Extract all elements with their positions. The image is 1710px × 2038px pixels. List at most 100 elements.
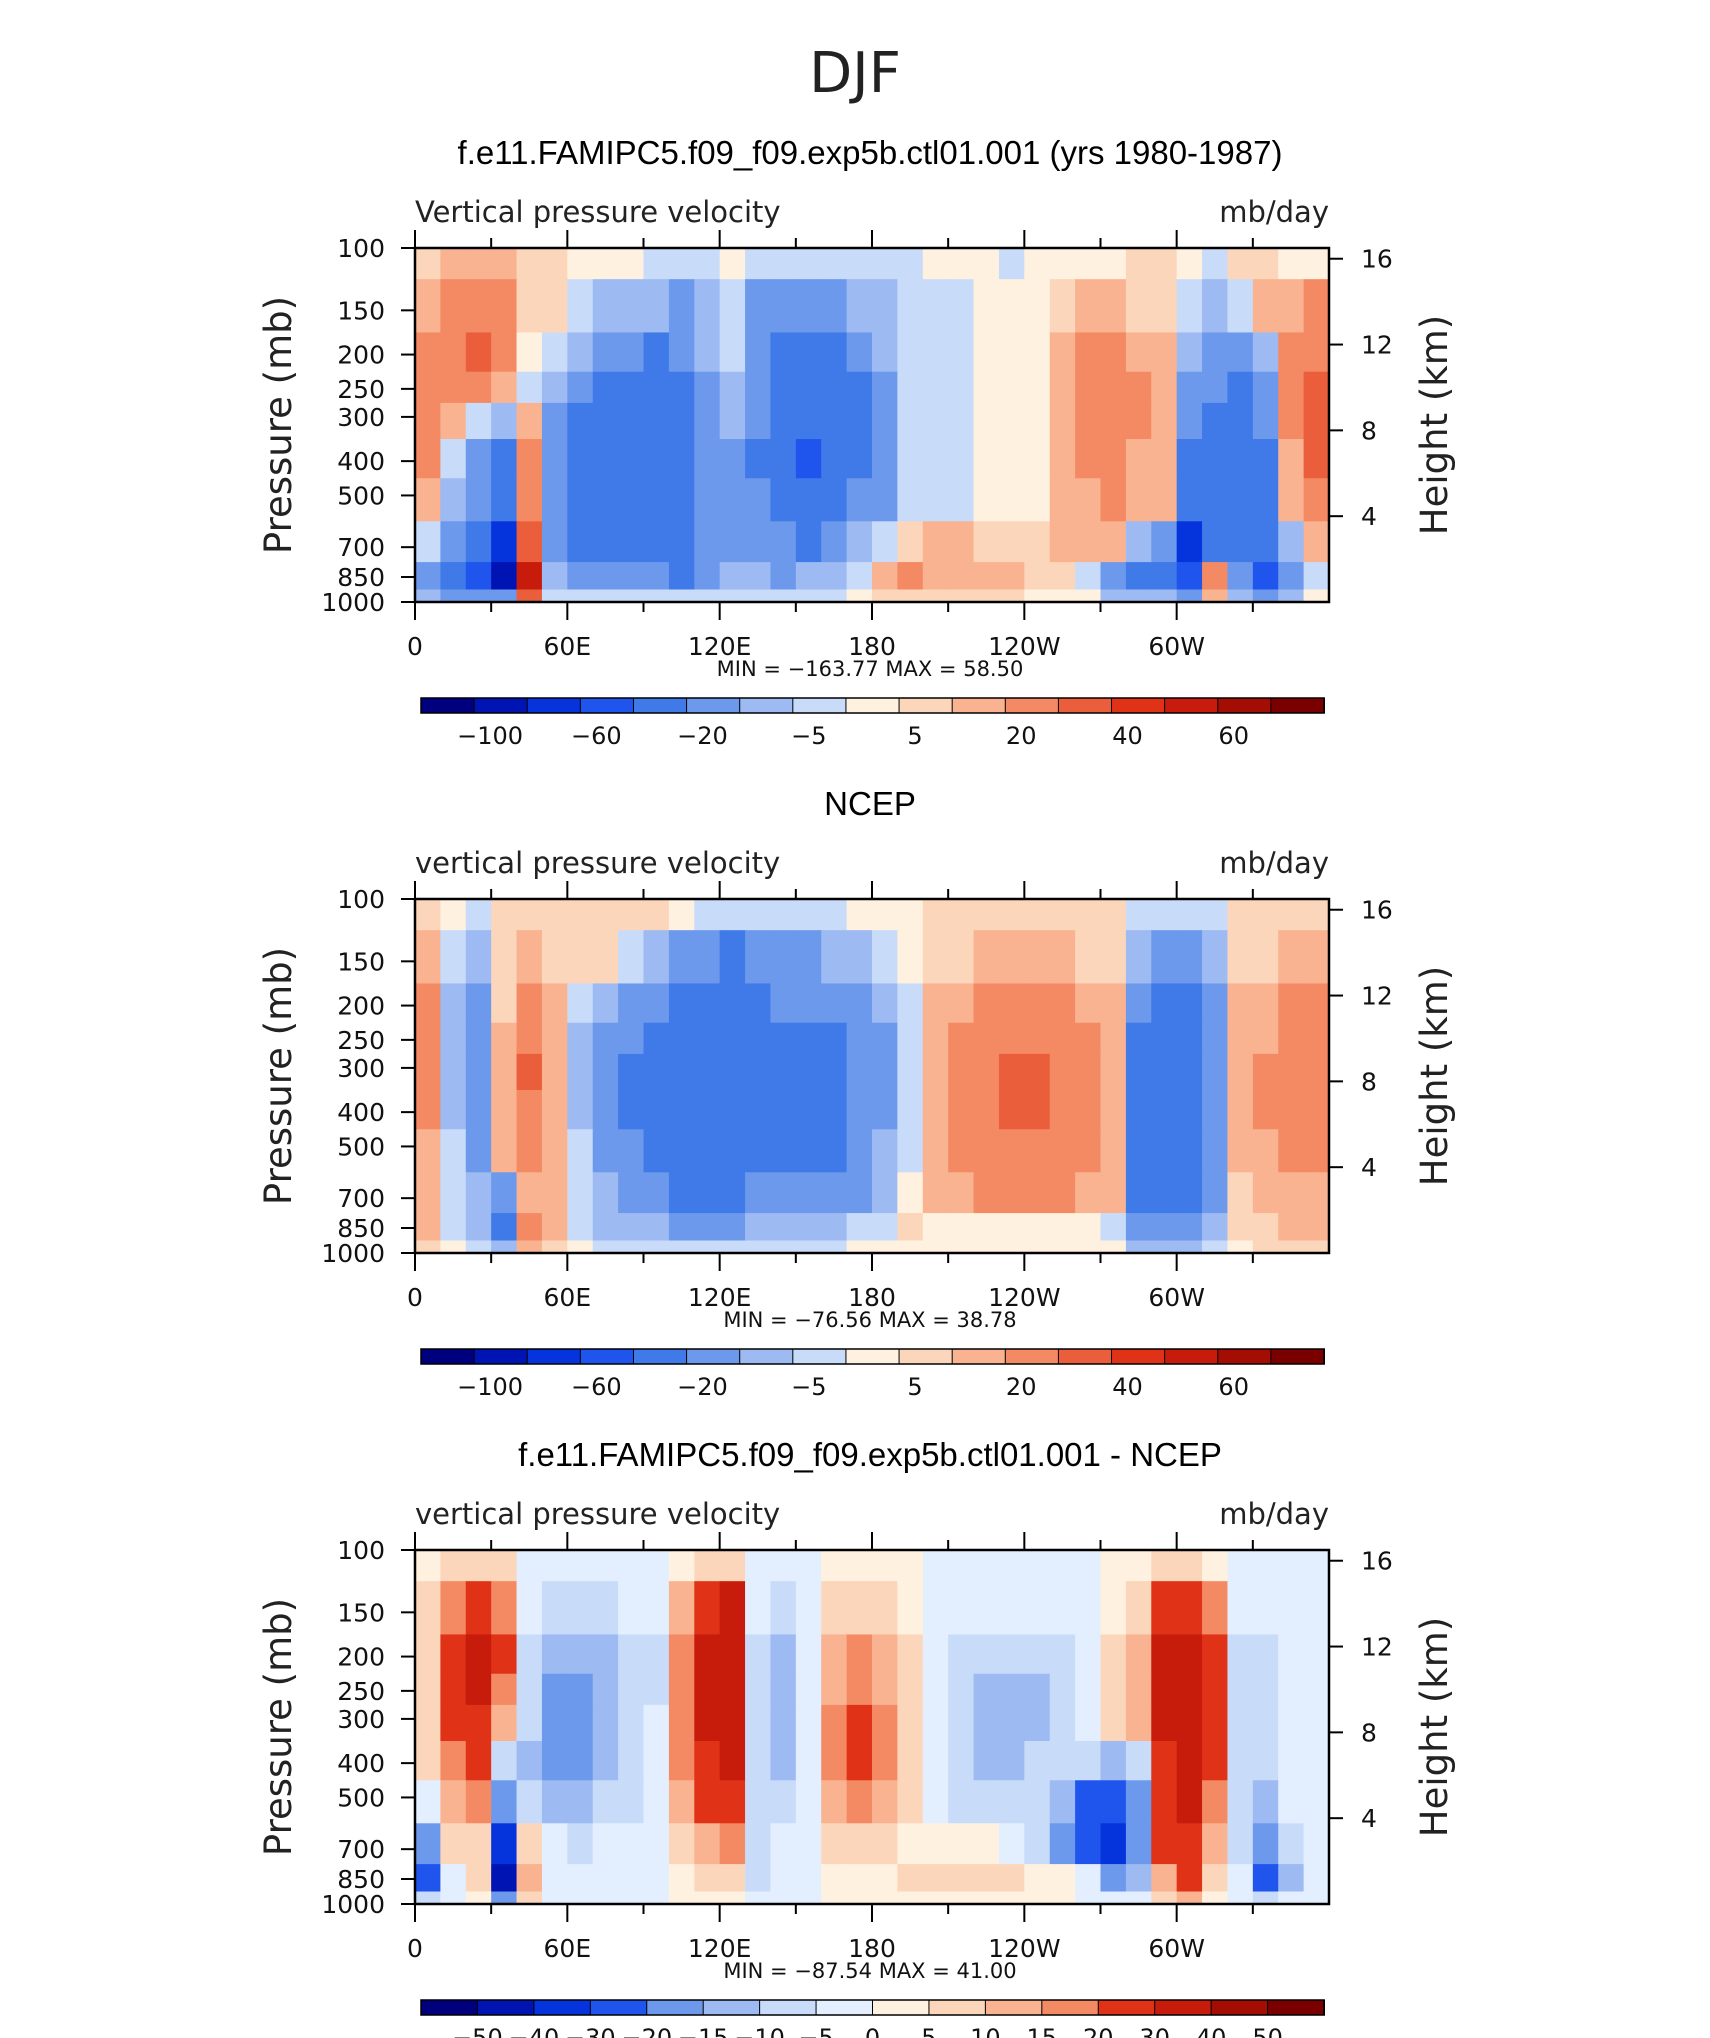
heat-cell	[770, 402, 797, 440]
heat-cell	[592, 521, 619, 563]
heat-cell	[465, 332, 492, 373]
heat-cell	[1049, 248, 1076, 280]
heat-cell	[1151, 279, 1178, 334]
heat-cell	[440, 930, 467, 985]
heat-cell	[592, 1090, 619, 1130]
heat-cell	[1075, 983, 1102, 1024]
heat-cell	[770, 562, 797, 591]
heat-cell	[948, 1022, 975, 1055]
heat-cell	[795, 1090, 822, 1130]
heat-cell	[491, 1213, 518, 1242]
heat-cell	[465, 1864, 492, 1893]
heat-cell	[922, 1864, 949, 1893]
heat-cell	[973, 279, 1000, 334]
heat-cell	[465, 478, 492, 522]
heat-cell	[1125, 439, 1152, 479]
heat-cell	[643, 1550, 670, 1582]
heat-cell	[1303, 248, 1330, 280]
colorbar-box	[1111, 1348, 1166, 1365]
heat-cell	[465, 562, 492, 591]
heat-cell	[948, 1090, 975, 1130]
heat-cell	[719, 1634, 746, 1675]
heat-cell	[846, 1213, 873, 1242]
heat-cell	[694, 1129, 721, 1173]
heat-cell	[1303, 899, 1330, 931]
heat-cell	[465, 1550, 492, 1582]
heat-cell	[541, 402, 568, 440]
heat-cell	[567, 371, 594, 404]
heat-cell	[465, 402, 492, 440]
heat-cell	[1227, 521, 1254, 563]
heat-cell	[1100, 899, 1127, 931]
heat-cell	[973, 562, 1000, 591]
heat-cell	[1151, 589, 1178, 603]
heat-cell	[1227, 1864, 1254, 1893]
heat-cell	[1176, 589, 1203, 603]
pressure-tick-label: 100	[337, 1536, 385, 1565]
heat-cell	[1278, 1673, 1305, 1706]
heat-cell	[897, 371, 924, 404]
heat-cell	[1252, 1673, 1279, 1706]
heat-cell	[719, 1704, 746, 1742]
colorbar-tick-label: −40	[509, 2024, 560, 2038]
heat-cell	[643, 1634, 670, 1675]
heat-cell	[1303, 478, 1330, 522]
heat-cell	[770, 1129, 797, 1173]
heat-cell	[745, 1550, 772, 1582]
heat-cell	[998, 1213, 1025, 1242]
heat-cell	[592, 332, 619, 373]
heat-cell	[1049, 930, 1076, 985]
heat-cell	[719, 1022, 746, 1055]
heat-cell	[668, 562, 695, 591]
heat-cell	[998, 279, 1025, 334]
heat-cell	[541, 1823, 568, 1865]
heat-cell	[745, 983, 772, 1024]
heat-cell	[821, 371, 848, 404]
heat-cell	[1125, 589, 1152, 603]
heat-cell	[1176, 1129, 1203, 1173]
heat-cell	[618, 589, 645, 603]
heat-cell	[618, 1172, 645, 1214]
heat-cell	[922, 478, 949, 522]
heat-cell	[1024, 1891, 1051, 1905]
colorbar-tick-label: 15	[1027, 2024, 1058, 2038]
heat-cell	[592, 1704, 619, 1742]
heat-cell	[567, 439, 594, 479]
pressure-tick-label: 250	[337, 1677, 385, 1706]
heat-cell	[719, 1240, 746, 1254]
heat-cell	[1151, 1129, 1178, 1173]
heat-cell	[592, 1673, 619, 1706]
heat-cell	[491, 1673, 518, 1706]
colorbar: −100 −60 −20 −5 5 20 40 60	[420, 1348, 1326, 1401]
heat-cell	[1049, 1780, 1076, 1824]
heat-cell	[592, 930, 619, 985]
variable-label: vertical pressure velocity	[415, 1497, 780, 1531]
heat-cell	[821, 1129, 848, 1173]
heat-cell	[694, 1240, 721, 1254]
heat-cell	[491, 1634, 518, 1675]
heat-cell	[1202, 589, 1229, 603]
heat-cell	[998, 589, 1025, 603]
heat-cell	[1024, 899, 1051, 931]
colorbar-box	[951, 697, 1007, 714]
height-tick-label: 16	[1361, 1547, 1393, 1576]
heat-cell	[1075, 930, 1102, 985]
heat-cell	[1227, 562, 1254, 591]
heat-cell	[745, 478, 772, 522]
heat-cell	[1024, 478, 1051, 522]
heat-cell	[668, 279, 695, 334]
heat-cell	[643, 371, 670, 404]
heat-cell	[719, 521, 746, 563]
heat-cell	[948, 983, 975, 1024]
heat-cell	[592, 371, 619, 404]
heat-cell	[948, 1780, 975, 1824]
heat-cell	[491, 1581, 518, 1636]
heat-cell	[1202, 279, 1229, 334]
heat-cell	[973, 371, 1000, 404]
heat-cell	[1024, 1129, 1051, 1173]
heat-cell	[694, 1550, 721, 1582]
heat-cell	[872, 930, 898, 985]
heat-cell	[668, 589, 695, 603]
heat-cell	[516, 1673, 543, 1706]
pressure-tick-label: 150	[337, 1598, 385, 1627]
